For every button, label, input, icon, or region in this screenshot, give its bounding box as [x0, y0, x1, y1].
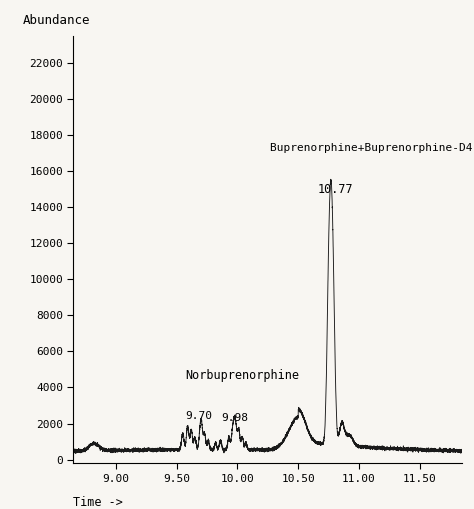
Text: Abundance: Abundance — [23, 14, 91, 27]
Text: Buprenorphine+Buprenorphine-D4 (I.S.): Buprenorphine+Buprenorphine-D4 (I.S.) — [270, 143, 474, 153]
Text: Norbuprenorphine: Norbuprenorphine — [185, 369, 299, 382]
Text: 9.70: 9.70 — [186, 411, 213, 421]
Text: 10.77: 10.77 — [318, 183, 354, 196]
Text: 9.98: 9.98 — [221, 413, 248, 422]
Text: Time ->: Time -> — [73, 496, 123, 508]
